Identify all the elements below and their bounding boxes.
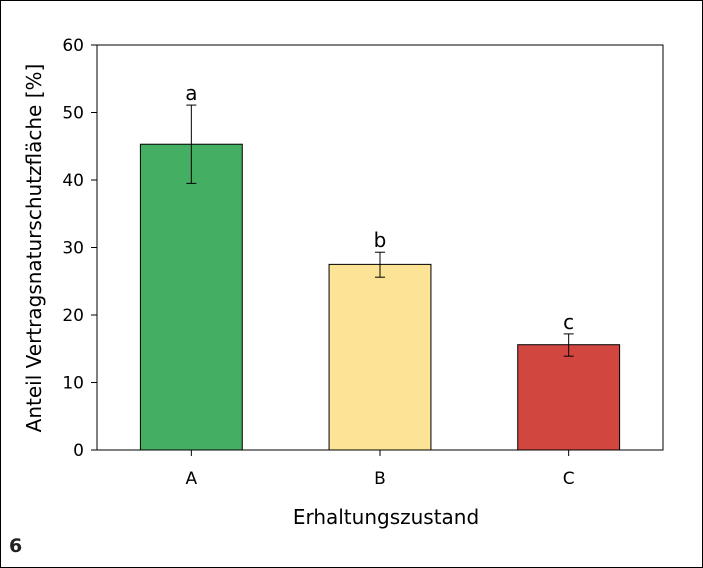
y-tick-label: 30 bbox=[62, 239, 84, 259]
y-tick-label: 50 bbox=[62, 104, 84, 124]
figure-number: 6 bbox=[9, 535, 23, 557]
error-bar bbox=[563, 333, 574, 357]
y-tick-label: 40 bbox=[62, 171, 84, 191]
labels: Aa Bb Cc bbox=[185, 81, 574, 489]
bar-a bbox=[139, 143, 243, 451]
y-tick-label: 0 bbox=[73, 441, 84, 461]
significance-label: b bbox=[374, 228, 387, 252]
y-axis-title: Anteil Vertragsnaturschutzfläche [%] bbox=[22, 64, 46, 433]
y-tick-label: 20 bbox=[62, 306, 84, 326]
error-bar bbox=[186, 104, 197, 184]
significance-label: a bbox=[185, 81, 197, 105]
bar-b bbox=[328, 263, 432, 451]
error-bar bbox=[375, 251, 385, 278]
x-tick-label: C bbox=[563, 469, 575, 489]
x-tick-label: B bbox=[374, 469, 386, 489]
y-tick-label: 60 bbox=[62, 36, 84, 56]
significance-label: c bbox=[563, 310, 574, 334]
x-tick-label: A bbox=[186, 469, 198, 489]
y-tick-label: 10 bbox=[62, 374, 84, 394]
x-axis-title: Erhaltungszustand bbox=[293, 505, 479, 529]
bar-c bbox=[517, 344, 621, 451]
bars bbox=[139, 104, 621, 451]
